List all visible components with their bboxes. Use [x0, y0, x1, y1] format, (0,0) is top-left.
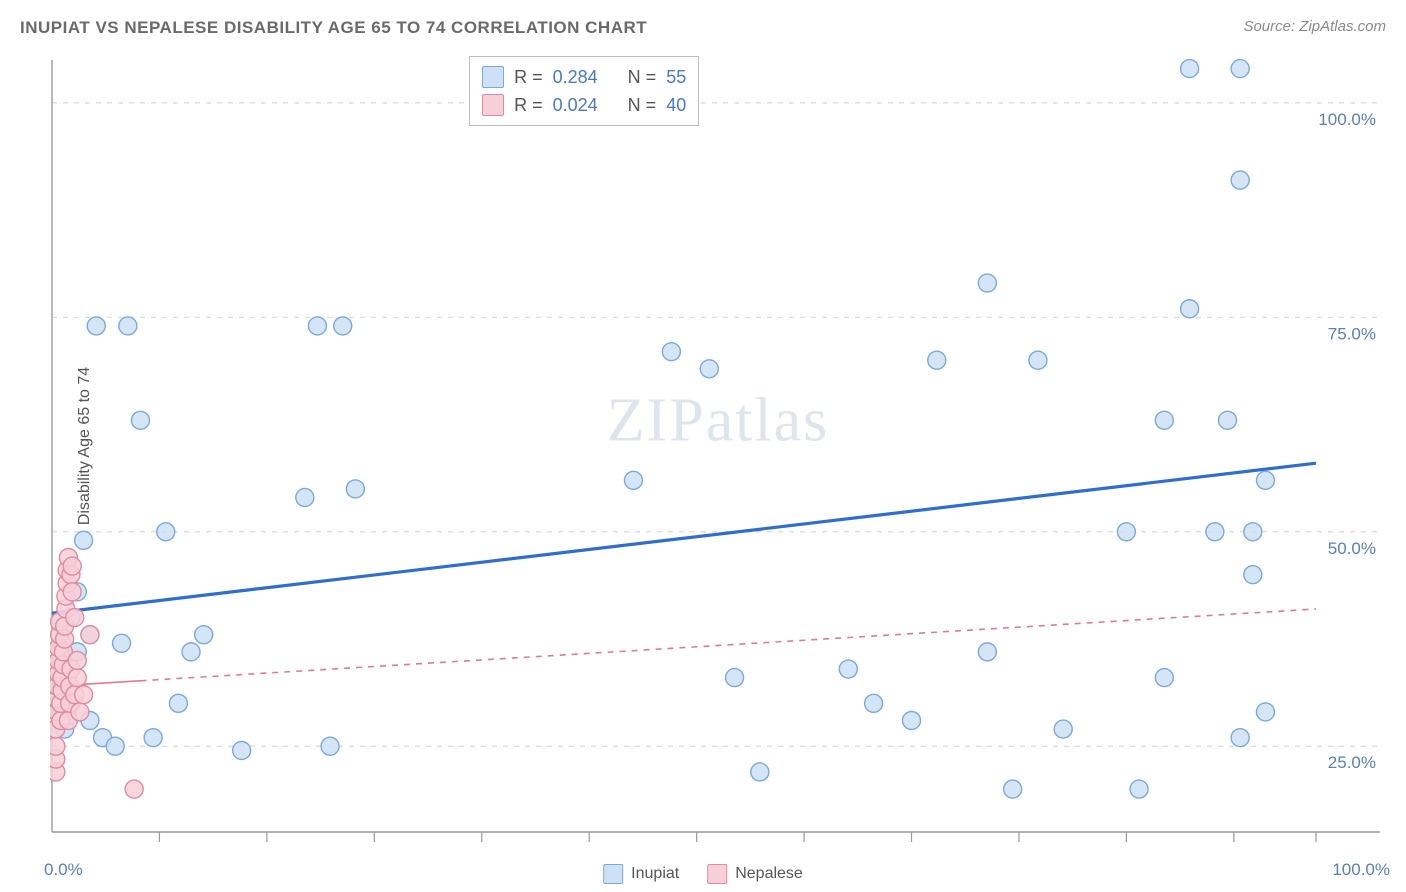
stats-swatch: [482, 66, 504, 88]
stats-row: R = 0.024 N = 40: [482, 91, 686, 119]
n-label: N =: [628, 95, 657, 116]
chart-container: INUPIAT VS NEPALESE DISABILITY AGE 65 TO…: [0, 0, 1406, 892]
source-label: Source: ZipAtlas.com: [1243, 18, 1386, 35]
stats-row: R = 0.284 N = 55: [482, 63, 686, 91]
legend-item: Inupiat: [603, 864, 679, 884]
chart-title: INUPIAT VS NEPALESE DISABILITY AGE 65 TO…: [20, 18, 647, 38]
r-label: R =: [514, 67, 543, 88]
x-tick-min: 0.0%: [44, 860, 83, 880]
svg-text:75.0%: 75.0%: [1328, 324, 1376, 343]
legend-swatch: [707, 864, 727, 884]
bottom-legend: Inupiat Nepalese: [603, 864, 803, 884]
r-value: 0.024: [553, 95, 598, 116]
n-value: 40: [666, 95, 686, 116]
svg-text:50.0%: 50.0%: [1328, 539, 1376, 558]
stats-legend-box: R = 0.284 N = 55 R = 0.024 N = 40: [469, 56, 699, 126]
legend-item: Nepalese: [707, 864, 803, 884]
n-label: N =: [628, 67, 657, 88]
legend-label: Inupiat: [631, 865, 679, 883]
stats-swatch: [482, 94, 504, 116]
r-value: 0.284: [553, 67, 598, 88]
legend-label: Nepalese: [735, 865, 803, 883]
scatter-plot-svg: 25.0% 50.0% 75.0% 100.0%: [50, 54, 1386, 852]
n-value: 55: [666, 67, 686, 88]
plot-area: 25.0%50.0%75.0%100.0% ZIPatlas R =0.284N…: [50, 54, 1386, 852]
svg-text:100.0%: 100.0%: [1318, 110, 1376, 129]
svg-text:25.0%: 25.0%: [1328, 753, 1376, 772]
legend-swatch: [603, 864, 623, 884]
r-label: R =: [514, 95, 543, 116]
x-tick-max: 100.0%: [1332, 860, 1390, 880]
